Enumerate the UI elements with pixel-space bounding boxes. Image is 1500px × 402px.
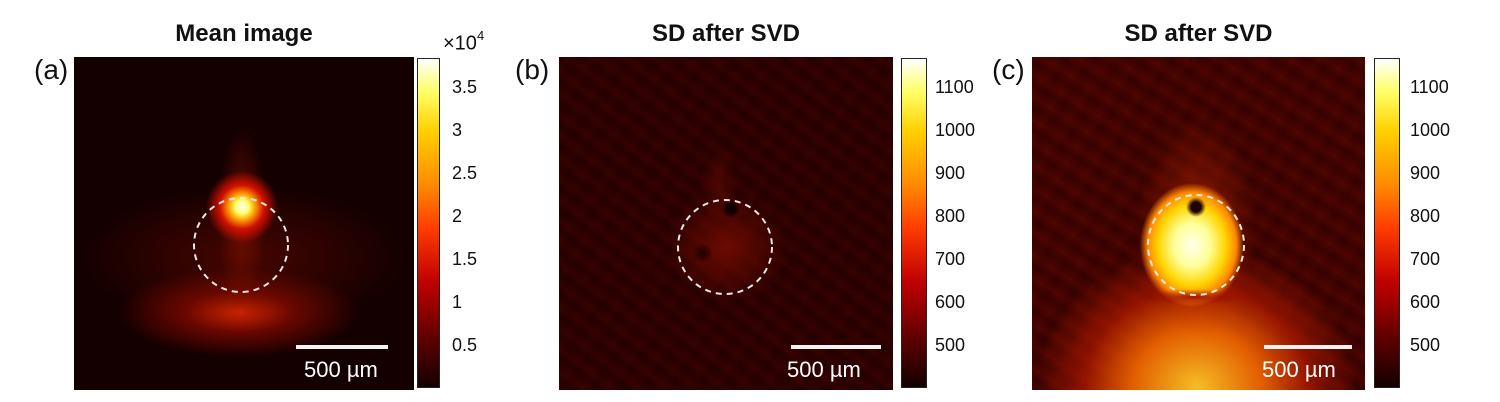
- panel-title: Mean image: [175, 20, 313, 47]
- colorbar-exponent: ×104: [443, 28, 485, 55]
- panel-label: (c): [992, 54, 1025, 85]
- colorbar: [1374, 58, 1400, 388]
- region-circle: [1147, 194, 1245, 296]
- colorbar-tick: 700: [1410, 249, 1441, 269]
- panel-title: SD after SVD: [651, 20, 801, 47]
- colorbar-tick: 3: [452, 120, 463, 140]
- colorbar-tick: 1100: [1410, 77, 1449, 97]
- colorbar-tick: 2.5: [452, 163, 478, 183]
- scalebar: [791, 345, 881, 349]
- colorbar-tick: 1: [452, 292, 463, 312]
- region-circle: [193, 197, 289, 293]
- scalebar: [1264, 345, 1352, 349]
- colorbar: [417, 58, 440, 388]
- colorbar-tick: 500: [1410, 335, 1441, 355]
- colorbar-tick: 900: [1410, 163, 1441, 183]
- panel-label: (a): [34, 54, 69, 85]
- panel-label: (b): [515, 54, 550, 85]
- scalebar: [296, 345, 388, 349]
- colorbar-tick: 1100: [935, 77, 974, 97]
- colorbar-tick: 2: [452, 206, 463, 226]
- region-circle: [677, 199, 773, 295]
- colorbar-tick: 3.5: [452, 77, 478, 97]
- colorbar-tick: 900: [935, 163, 966, 183]
- panel-title: SD after SVD: [1124, 20, 1273, 47]
- scalebar-label: 500 µm: [304, 357, 378, 382]
- heatmap-image: 500 µm: [1032, 57, 1365, 390]
- colorbar-tick: 600: [1410, 292, 1441, 312]
- heatmap-image: 500 µm: [74, 57, 414, 390]
- colorbar-tick: 500: [935, 335, 966, 355]
- colorbar-tick: 1000: [935, 120, 976, 140]
- colorbar-tick: 800: [1410, 206, 1441, 226]
- colorbar-tick: 0.5: [452, 335, 478, 355]
- colorbar-tick: 700: [935, 249, 966, 269]
- heatmap-image: 500 µm: [559, 57, 893, 390]
- scalebar-label: 500 µm: [1262, 357, 1336, 382]
- colorbar-tick: 1.5: [452, 249, 478, 269]
- colorbar-tick: 800: [935, 206, 966, 226]
- scalebar-label: 500 µm: [787, 357, 861, 382]
- colorbar: [901, 58, 927, 388]
- colorbar-tick: 600: [935, 292, 966, 312]
- colorbar-tick: 1000: [1410, 120, 1451, 140]
